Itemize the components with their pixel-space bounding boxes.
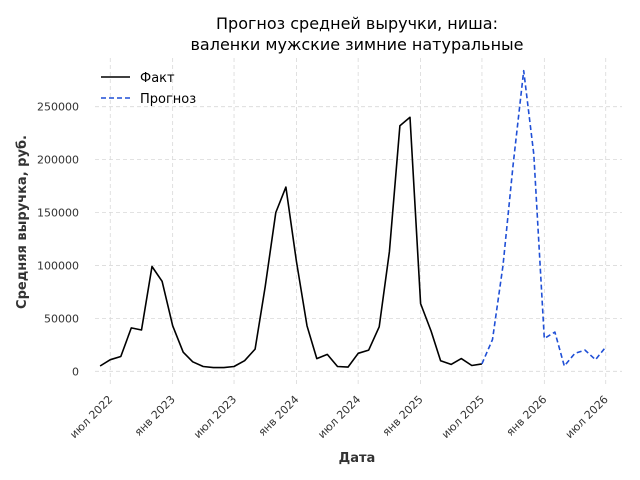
series-line-fact	[99, 116, 483, 369]
series-layer	[99, 69, 607, 369]
x-tick-label: июл 2024	[315, 393, 363, 441]
chart-title-line-2: валенки мужские зимние натуральные	[190, 35, 523, 54]
x-tick-label: июл 2026	[563, 393, 611, 441]
x-axis-label: Дата	[339, 451, 376, 466]
x-tick-label: янв 2026	[504, 393, 550, 439]
legend-label-fact: Факт	[140, 71, 175, 86]
x-tick-label: июл 2023	[191, 393, 239, 441]
y-tick-label: 250000	[37, 101, 79, 114]
grid-layer	[95, 58, 622, 384]
y-tick-label: 0	[72, 365, 79, 378]
chart-title-line-1: Прогноз средней выручки, ниша:	[216, 14, 498, 33]
legend: Факт Прогноз	[101, 71, 196, 107]
y-tick-label: 50000	[44, 312, 79, 325]
x-tick-label: янв 2024	[256, 393, 302, 439]
x-tick-label: янв 2025	[380, 393, 426, 439]
legend-label-forecast: Прогноз	[140, 92, 196, 107]
x-tick-label: июл 2025	[439, 393, 487, 441]
x-tick-layer: июл 2022 янв 2023 июл 2023 янв 2024 июл 2024…	[67, 393, 611, 441]
y-tick-label: 200000	[37, 154, 79, 167]
y-axis-label: Средняя выручка, руб.	[15, 135, 30, 309]
y-tick-label: 150000	[37, 207, 79, 220]
x-tick-label: июл 2022	[67, 393, 115, 441]
y-tick-layer: 0 50000 100000 150000 200000 250000	[37, 101, 79, 379]
series-line-forecast	[481, 69, 607, 367]
x-tick-label: янв 2023	[132, 393, 178, 439]
y-tick-label: 100000	[37, 259, 79, 272]
